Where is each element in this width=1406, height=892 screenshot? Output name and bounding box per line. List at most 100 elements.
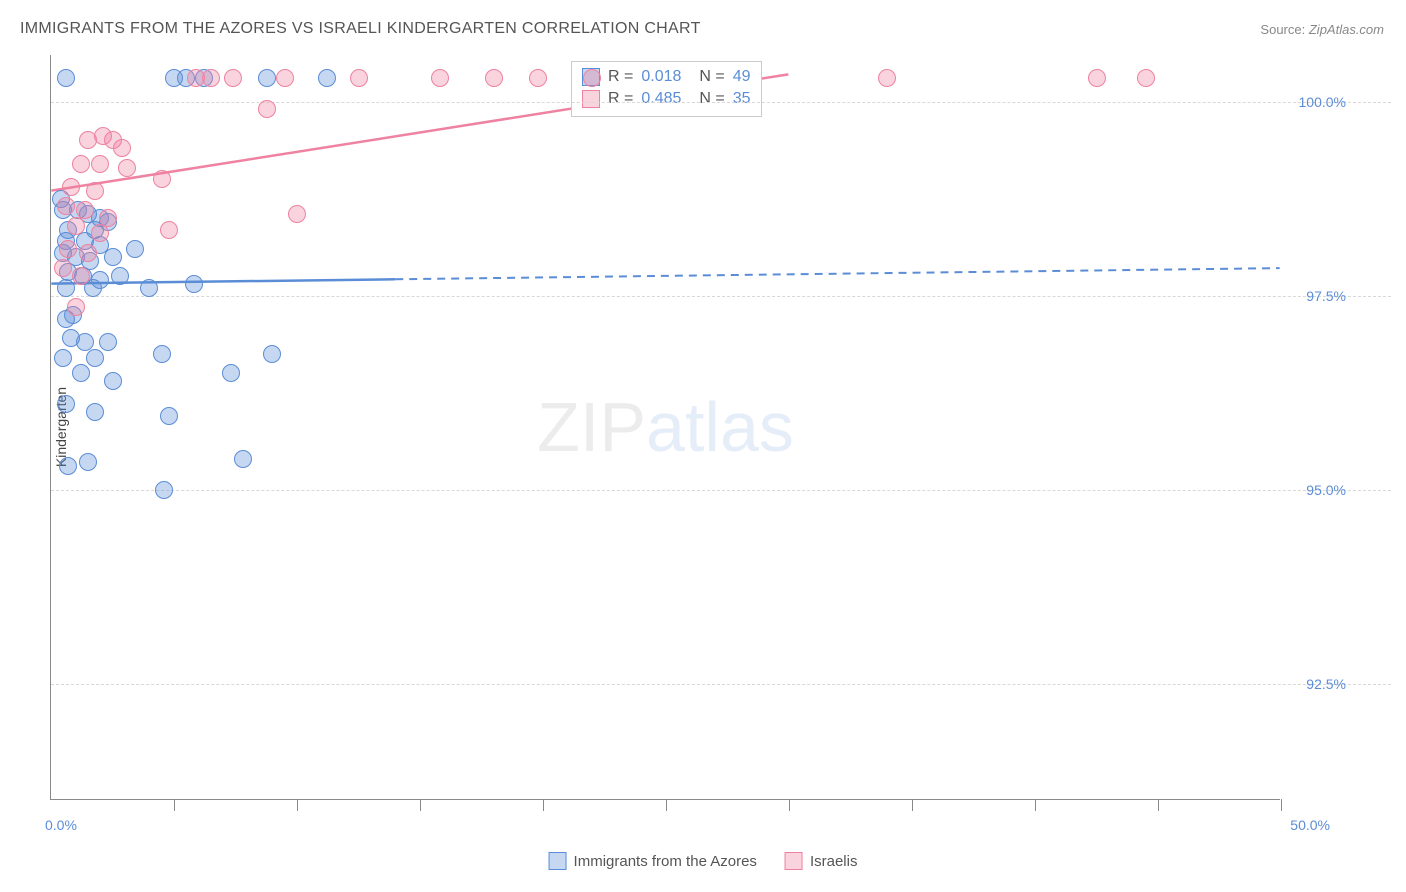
data-point — [67, 298, 85, 316]
data-point — [72, 364, 90, 382]
data-point — [104, 248, 122, 266]
data-point — [72, 267, 90, 285]
data-point — [185, 275, 203, 293]
plot-area: Kindergarten ZIPatlas R =0.018N =49R =0.… — [50, 55, 1280, 800]
legend-r-label: R = — [608, 90, 633, 108]
series-legend-item: Israelis — [785, 852, 858, 870]
data-point — [57, 69, 75, 87]
legend-swatch — [549, 852, 567, 870]
legend-r-row: R = 0.018 N = 49 — [582, 66, 751, 88]
x-tick — [1158, 799, 1159, 811]
trend-lines — [51, 55, 1280, 799]
data-point — [222, 364, 240, 382]
series-legend-label: Israelis — [810, 853, 858, 870]
data-point — [57, 395, 75, 413]
legend-swatch — [785, 852, 803, 870]
data-point — [288, 205, 306, 223]
x-tick — [789, 799, 790, 811]
data-point — [113, 139, 131, 157]
x-tick — [420, 799, 421, 811]
data-point — [57, 279, 75, 297]
legend-r-label: R = — [608, 68, 633, 86]
data-point — [258, 69, 276, 87]
data-point — [202, 69, 220, 87]
data-point — [67, 217, 85, 235]
data-point — [485, 69, 503, 87]
data-point — [140, 279, 158, 297]
x-tick — [174, 799, 175, 811]
data-point — [1088, 69, 1106, 87]
x-tick — [1281, 799, 1282, 811]
y-tick-label: 97.5% — [1306, 288, 1346, 304]
data-point — [59, 240, 77, 258]
data-point — [79, 244, 97, 262]
data-point — [160, 407, 178, 425]
x-axis-max-label: 50.0% — [1290, 817, 1330, 833]
data-point — [263, 345, 281, 363]
data-point — [529, 69, 547, 87]
data-point — [62, 178, 80, 196]
data-point — [1137, 69, 1155, 87]
x-axis-min-label: 0.0% — [45, 817, 77, 833]
data-point — [126, 240, 144, 258]
source: Source: ZipAtlas.com — [1260, 22, 1384, 37]
legend-r-value: 0.485 — [641, 90, 681, 108]
grid-line — [51, 684, 1391, 685]
data-point — [86, 182, 104, 200]
data-point — [155, 481, 173, 499]
x-tick — [912, 799, 913, 811]
data-point — [153, 345, 171, 363]
data-point — [318, 69, 336, 87]
x-tick — [666, 799, 667, 811]
x-tick — [543, 799, 544, 811]
data-point — [91, 224, 109, 242]
data-point — [99, 333, 117, 351]
data-point — [57, 197, 75, 215]
y-tick-label: 92.5% — [1306, 676, 1346, 692]
y-tick-label: 95.0% — [1306, 482, 1346, 498]
data-point — [54, 349, 72, 367]
grid-line — [51, 296, 1391, 297]
data-point — [104, 372, 122, 390]
watermark-zip: ZIP — [537, 388, 646, 466]
series-legend-label: Immigrants from the Azores — [574, 853, 757, 870]
data-point — [276, 69, 294, 87]
data-point — [583, 69, 601, 87]
y-tick-label: 100.0% — [1299, 94, 1346, 110]
grid-line — [51, 102, 1391, 103]
legend-r-value: 0.018 — [641, 68, 681, 86]
data-point — [258, 100, 276, 118]
data-point — [878, 69, 896, 87]
data-point — [91, 155, 109, 173]
legend-swatch — [582, 90, 600, 108]
data-point — [79, 453, 97, 471]
data-point — [153, 170, 171, 188]
data-point — [224, 69, 242, 87]
legend-n-value: 35 — [733, 90, 751, 108]
legend-n-label: N = — [699, 90, 724, 108]
x-tick — [1035, 799, 1036, 811]
data-point — [118, 159, 136, 177]
data-point — [431, 69, 449, 87]
data-point — [59, 457, 77, 475]
data-point — [72, 155, 90, 173]
grid-line — [51, 490, 1391, 491]
watermark-atlas: atlas — [646, 388, 794, 466]
watermark: ZIPatlas — [537, 387, 794, 467]
legend-n-value: 49 — [733, 68, 751, 86]
source-label: Source: — [1260, 22, 1305, 37]
chart-title: IMMIGRANTS FROM THE AZORES VS ISRAELI KI… — [20, 20, 701, 38]
data-point — [234, 450, 252, 468]
data-point — [111, 267, 129, 285]
data-point — [86, 349, 104, 367]
x-tick — [297, 799, 298, 811]
legend-r-row: R = 0.485 N = 35 — [582, 88, 751, 110]
data-point — [86, 403, 104, 421]
data-point — [160, 221, 178, 239]
data-point — [350, 69, 368, 87]
correlation-legend: R = 0.018 N = 49 R = 0.485 N = 35 — [571, 61, 762, 117]
data-point — [54, 259, 72, 277]
legend-n-label: N = — [699, 68, 724, 86]
source-name: ZipAtlas.com — [1309, 22, 1384, 37]
series-legend: Immigrants from the Azores Israelis — [549, 852, 858, 870]
